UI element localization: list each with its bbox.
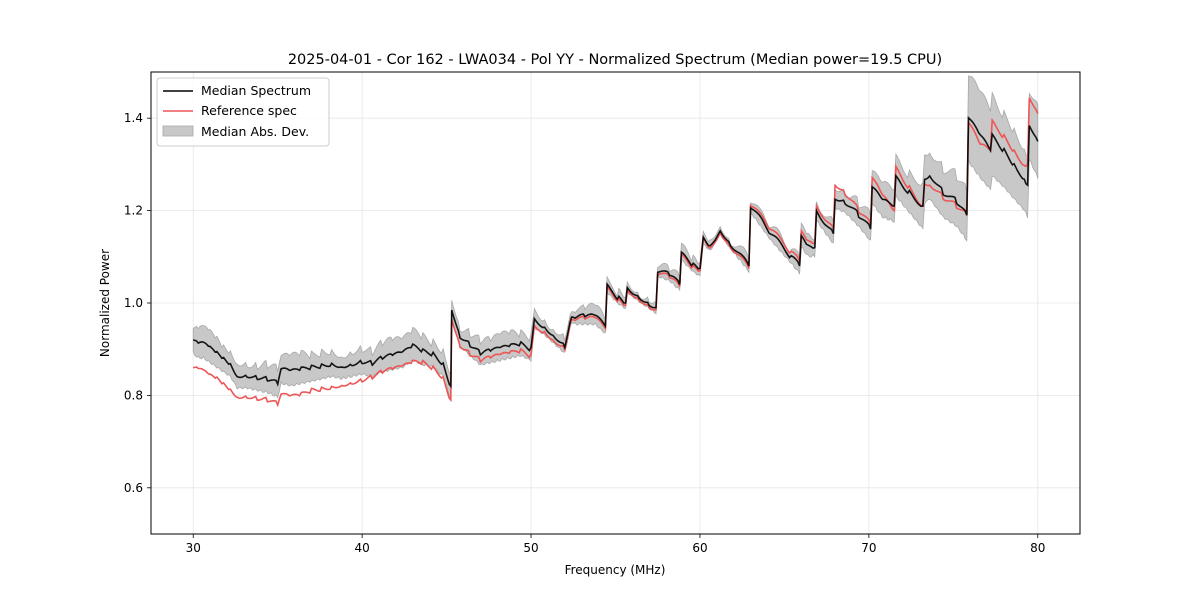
legend: Median Spectrum Reference spec Median Ab… <box>156 77 330 147</box>
y-tick-label: 1.4 <box>124 111 143 125</box>
legend-median-label: Median Spectrum <box>201 83 311 98</box>
median-spectrum-line <box>193 115 1039 389</box>
x-tick-label: 40 <box>354 541 369 555</box>
reference-spectrum-line <box>193 97 1039 408</box>
y-tick-label: 1.2 <box>124 204 143 218</box>
mad-band-layer <box>192 75 1039 399</box>
x-tick-label: 30 <box>186 541 201 555</box>
legend-box <box>156 77 330 147</box>
y-axis-label: Normalized Power <box>98 249 112 357</box>
x-tick-label: 70 <box>861 541 876 555</box>
y-tick-label: 0.8 <box>124 388 143 402</box>
grid <box>151 72 1080 534</box>
y-axis: 0.6 0.8 1.0 1.2 1.4 <box>124 111 151 495</box>
x-axis: 30 40 50 60 70 80 <box>186 534 1045 555</box>
x-tick-label: 50 <box>523 541 538 555</box>
x-tick-label: 80 <box>1030 541 1045 555</box>
x-axis-label: Frequency (MHz) <box>565 563 666 577</box>
y-tick-label: 0.6 <box>124 481 143 495</box>
legend-mad-swatch <box>162 125 194 137</box>
legend-reference-label: Reference spec <box>201 103 297 118</box>
x-tick-label: 60 <box>692 541 707 555</box>
mad-band <box>192 75 1039 399</box>
legend-mad-label: Median Abs. Dev. <box>201 124 309 139</box>
reference-line-layer <box>193 97 1039 408</box>
chart-title: 2025-04-01 - Cor 162 - LWA034 - Pol YY -… <box>288 52 942 68</box>
median-line-layer <box>193 115 1039 389</box>
y-tick-label: 1.0 <box>124 296 143 310</box>
